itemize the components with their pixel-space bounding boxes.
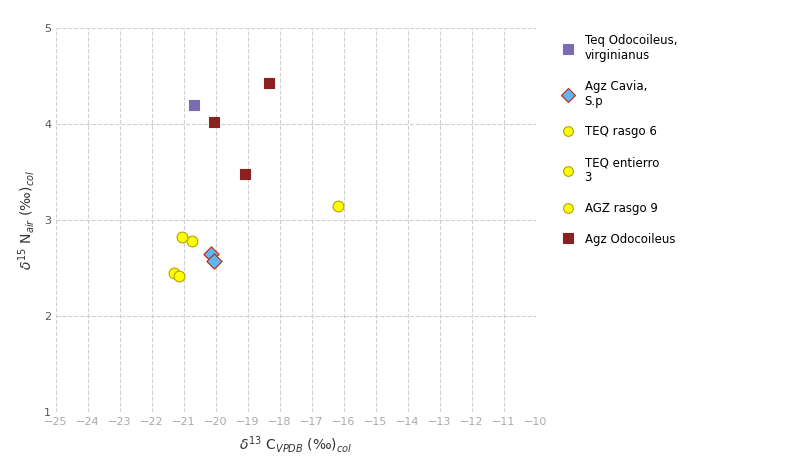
Point [186,237,198,245]
Y-axis label: $\delta^{15}$ N$_{\mathit{air}}$ (‰)$_{\mathit{col}}$: $\delta^{15}$ N$_{\mathit{air}}$ (‰)$_{\… [16,170,37,270]
Point [187,101,200,109]
Legend: Teq Odocoileus,
virginianus, Agz Cavia,
S.p, TEQ rasgo 6, TEQ entierro
3, AGZ ra: Teq Odocoileus, virginianus, Agz Cavia, … [556,34,677,246]
Point [173,272,186,279]
Point [331,202,344,209]
Point [208,257,221,265]
Point [238,170,251,178]
Point [205,250,218,257]
Point [168,269,181,277]
Point [208,118,221,126]
Point [176,234,189,241]
X-axis label: $\delta^{13}$ C$_{\mathit{VPDB}}$ (‰)$_{\mathit{col}}$: $\delta^{13}$ C$_{\mathit{VPDB}}$ (‰)$_{… [239,434,353,454]
Point [262,79,275,87]
